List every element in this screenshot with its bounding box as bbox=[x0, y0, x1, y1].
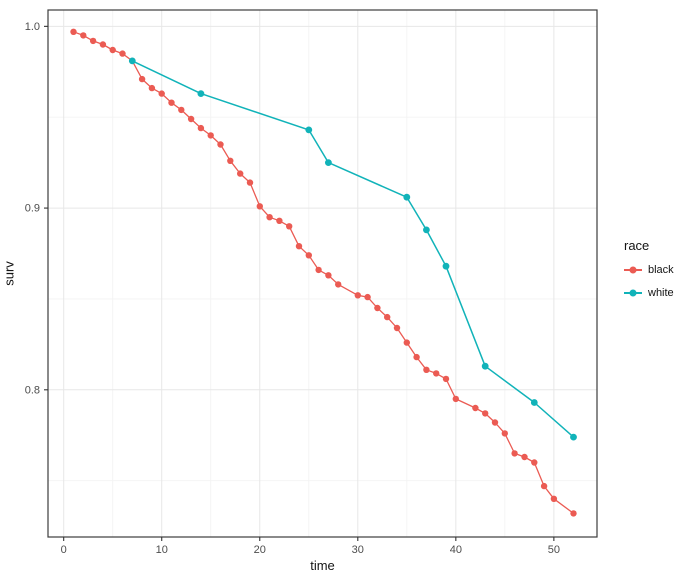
legend: race black white bbox=[624, 238, 674, 304]
data-point bbox=[384, 313, 391, 321]
x-tick-label: 30 bbox=[352, 544, 364, 556]
data-point bbox=[315, 266, 322, 274]
data-point bbox=[530, 399, 538, 406]
legend-title: race bbox=[624, 238, 650, 253]
y-axis-title: surv bbox=[1, 261, 17, 286]
data-point bbox=[128, 57, 136, 65]
data-point bbox=[511, 450, 518, 457]
data-point bbox=[393, 324, 401, 332]
y-tick-label: 0.9 bbox=[25, 203, 40, 215]
series-white-points bbox=[128, 57, 577, 441]
data-point bbox=[413, 353, 420, 361]
series-white-line bbox=[131, 60, 574, 438]
data-point bbox=[237, 170, 244, 177]
data-point bbox=[472, 404, 479, 412]
legend-item-black: black bbox=[624, 258, 674, 281]
x-tick-label: 50 bbox=[548, 544, 560, 556]
data-point bbox=[207, 132, 214, 139]
data-point bbox=[501, 430, 508, 437]
data-point bbox=[433, 370, 440, 377]
axis-ticks bbox=[44, 25, 555, 541]
data-point bbox=[570, 510, 577, 517]
data-point bbox=[325, 272, 332, 279]
series-black-points bbox=[70, 28, 577, 517]
data-point bbox=[148, 84, 156, 92]
legend-label-white: white bbox=[648, 286, 674, 299]
data-point bbox=[295, 243, 303, 250]
data-point bbox=[197, 124, 205, 132]
legend-key-white-icon bbox=[624, 286, 642, 300]
legend-label-black: black bbox=[648, 263, 674, 276]
data-point bbox=[246, 179, 254, 186]
data-point bbox=[80, 32, 87, 39]
legend-item-white: white bbox=[624, 281, 674, 304]
data-point bbox=[227, 157, 234, 164]
y-tick-label: 1.0 bbox=[25, 21, 40, 33]
data-point bbox=[442, 262, 450, 270]
data-point bbox=[276, 217, 283, 224]
data-point bbox=[403, 193, 411, 201]
data-point bbox=[89, 37, 97, 45]
grid-minor bbox=[48, 10, 597, 537]
data-point bbox=[70, 28, 77, 35]
data-point bbox=[491, 419, 499, 426]
data-point bbox=[178, 106, 185, 114]
data-point bbox=[138, 75, 146, 83]
data-point bbox=[570, 433, 577, 441]
legend-key-black-icon bbox=[624, 263, 642, 277]
x-axis-title: time bbox=[310, 558, 335, 573]
data-point bbox=[197, 90, 205, 97]
data-point bbox=[354, 292, 361, 299]
data-point bbox=[266, 214, 273, 221]
x-tick-label: 40 bbox=[450, 544, 462, 556]
data-point bbox=[119, 50, 126, 57]
data-point bbox=[403, 339, 410, 346]
legend-items: black white bbox=[624, 258, 674, 304]
x-tick-label: 10 bbox=[156, 544, 168, 556]
data-point bbox=[550, 495, 558, 502]
data-point bbox=[531, 459, 538, 466]
data-point bbox=[325, 159, 332, 167]
panel-border bbox=[47, 9, 598, 538]
x-tick-label: 20 bbox=[254, 544, 266, 556]
grid-major bbox=[48, 10, 597, 537]
data-point bbox=[423, 226, 430, 234]
data-point bbox=[521, 453, 528, 461]
data-point bbox=[305, 252, 312, 259]
data-point bbox=[482, 410, 489, 417]
x-tick-label: 0 bbox=[61, 544, 67, 556]
plot-panel bbox=[48, 10, 597, 537]
data-point bbox=[256, 203, 263, 210]
data-point bbox=[286, 223, 293, 230]
data-point bbox=[452, 395, 459, 403]
data-point bbox=[423, 366, 430, 373]
y-tick-label: 0.8 bbox=[25, 384, 40, 396]
series-line-white bbox=[131, 60, 574, 438]
data-point bbox=[99, 41, 107, 48]
data-point bbox=[335, 281, 342, 288]
data-point bbox=[442, 375, 450, 383]
data-point bbox=[540, 482, 548, 490]
data-point bbox=[481, 362, 489, 370]
data-point bbox=[364, 293, 371, 301]
data-point bbox=[187, 115, 195, 123]
data-point bbox=[305, 126, 313, 134]
data-point bbox=[109, 46, 116, 54]
data-point bbox=[168, 99, 175, 106]
data-point bbox=[217, 141, 224, 148]
axis-tick-labels: 0 10 20 30 40 50 1.0 0.9 0.8 bbox=[25, 21, 560, 556]
data-point bbox=[374, 304, 381, 312]
data-point bbox=[158, 90, 165, 97]
